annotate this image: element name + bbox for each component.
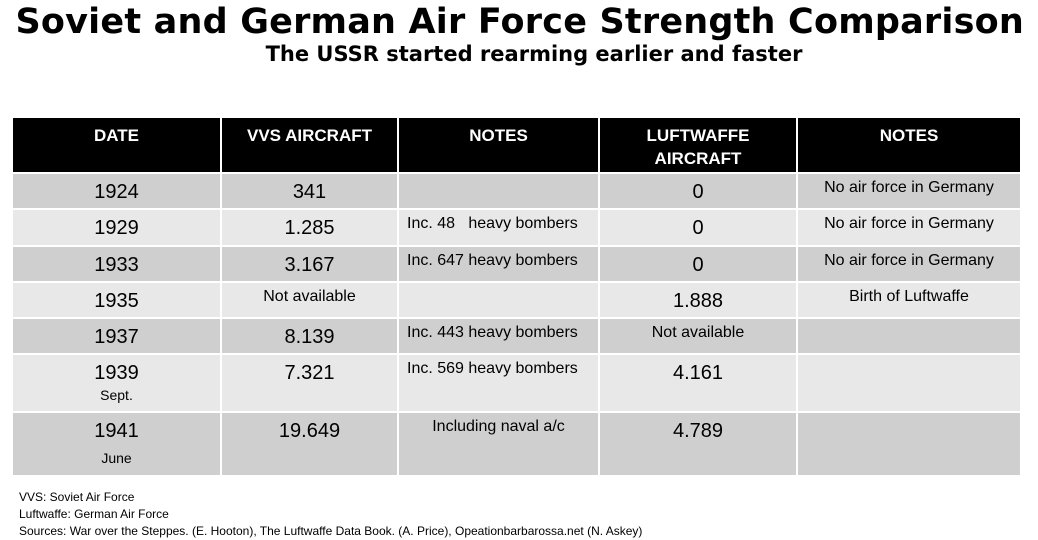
vvs-notes-cell: Inc. 48 heavy bombers xyxy=(397,208,600,247)
vvs-cell: 1.285 xyxy=(220,208,399,247)
table-body: 1924 341 0 No air force in Germany 1929 … xyxy=(11,172,1022,477)
date-cell: 1929 xyxy=(11,208,222,247)
header-luftwaffe-aircraft: LUFTWAFFE AIRCRAFT xyxy=(598,116,798,174)
table-row: 1935 Not available 1.888 Birth of Luftwa… xyxy=(11,281,1022,319)
vvs-cell: 7.321 xyxy=(220,353,399,413)
date-cell: 1933 xyxy=(11,245,222,283)
luftwaffe-notes-cell: No air force in Germany xyxy=(796,172,1022,210)
footnote-sources: Sources: War over the Steppes. (E. Hooto… xyxy=(19,524,643,538)
date-cell: 1935 xyxy=(11,281,222,319)
vvs-notes-cell xyxy=(397,172,600,210)
luftwaffe-cell: Not available xyxy=(598,317,798,355)
luftwaffe-cell: 0 xyxy=(598,208,798,247)
table-header: DATE VVS AIRCRAFT NOTES LUFTWAFFE AIRCRA… xyxy=(11,116,1022,174)
luftwaffe-cell: 0 xyxy=(598,172,798,210)
page-title: Soviet and German Air Force Strength Com… xyxy=(15,2,1024,42)
header-vvs-notes: NOTES xyxy=(397,116,600,174)
luftwaffe-cell: 0 xyxy=(598,245,798,283)
vvs-cell: 341 xyxy=(220,172,399,210)
vvs-notes-cell: Including naval a/c xyxy=(397,411,600,477)
luftwaffe-notes-cell xyxy=(796,353,1022,413)
table-row: 1941 June 19.649 Including naval a/c 4.7… xyxy=(11,411,1022,477)
luftwaffe-notes-cell: No air force in Germany xyxy=(796,208,1022,247)
date-subtitle: Sept. xyxy=(100,387,133,403)
luftwaffe-notes-cell xyxy=(796,411,1022,477)
vvs-notes-cell: Inc. 443 heavy bombers xyxy=(397,317,600,355)
vvs-cell: 8.139 xyxy=(220,317,399,355)
luftwaffe-notes-cell xyxy=(796,317,1022,355)
footnotes: VVS: Soviet Air Force Luftwaffe: German … xyxy=(19,489,642,540)
header-luftwaffe-notes: NOTES xyxy=(796,116,1022,174)
table-row: 1929 1.285 Inc. 48 heavy bombers 0 No ai… xyxy=(11,208,1022,247)
header-date: DATE xyxy=(11,116,222,174)
vvs-cell: 3.167 xyxy=(220,245,399,283)
footnote-vvs: VVS: Soviet Air Force xyxy=(19,490,135,504)
luftwaffe-notes-cell: No air force in Germany xyxy=(796,245,1022,283)
page-subtitle: The USSR started rearming earlier and fa… xyxy=(265,42,803,66)
table-row: 1933 3.167 Inc. 647 heavy bombers 0 No a… xyxy=(11,245,1022,283)
table-row: 1924 341 0 No air force in Germany xyxy=(11,172,1022,210)
date-subtitle: June xyxy=(101,450,132,466)
date-cell: 1924 xyxy=(11,172,222,210)
table-row: 1937 8.139 Inc. 443 heavy bombers Not av… xyxy=(11,317,1022,355)
date-cell: 1941 June xyxy=(11,411,222,477)
header-vvs-aircraft: VVS AIRCRAFT xyxy=(220,116,399,174)
comparison-table: DATE VVS AIRCRAFT NOTES LUFTWAFFE AIRCRA… xyxy=(11,116,1022,477)
vvs-notes-cell: Inc. 569 heavy bombers xyxy=(397,353,600,413)
date-cell: 1937 xyxy=(11,317,222,355)
luftwaffe-cell: 1.888 xyxy=(598,281,798,319)
luftwaffe-notes-cell: Birth of Luftwaffe xyxy=(796,281,1022,319)
luftwaffe-cell: 4.161 xyxy=(598,353,798,413)
table-row: 1939 Sept. 7.321 Inc. 569 heavy bombers … xyxy=(11,353,1022,413)
vvs-notes-cell xyxy=(397,281,600,319)
vvs-notes-cell: Inc. 647 heavy bombers xyxy=(397,245,600,283)
date-cell: 1939 Sept. xyxy=(11,353,222,413)
luftwaffe-cell: 4.789 xyxy=(598,411,798,477)
vvs-cell: 19.649 xyxy=(220,411,399,477)
vvs-cell: Not available xyxy=(220,281,399,319)
footnote-luftwaffe: Luftwaffe: German Air Force xyxy=(19,507,169,521)
